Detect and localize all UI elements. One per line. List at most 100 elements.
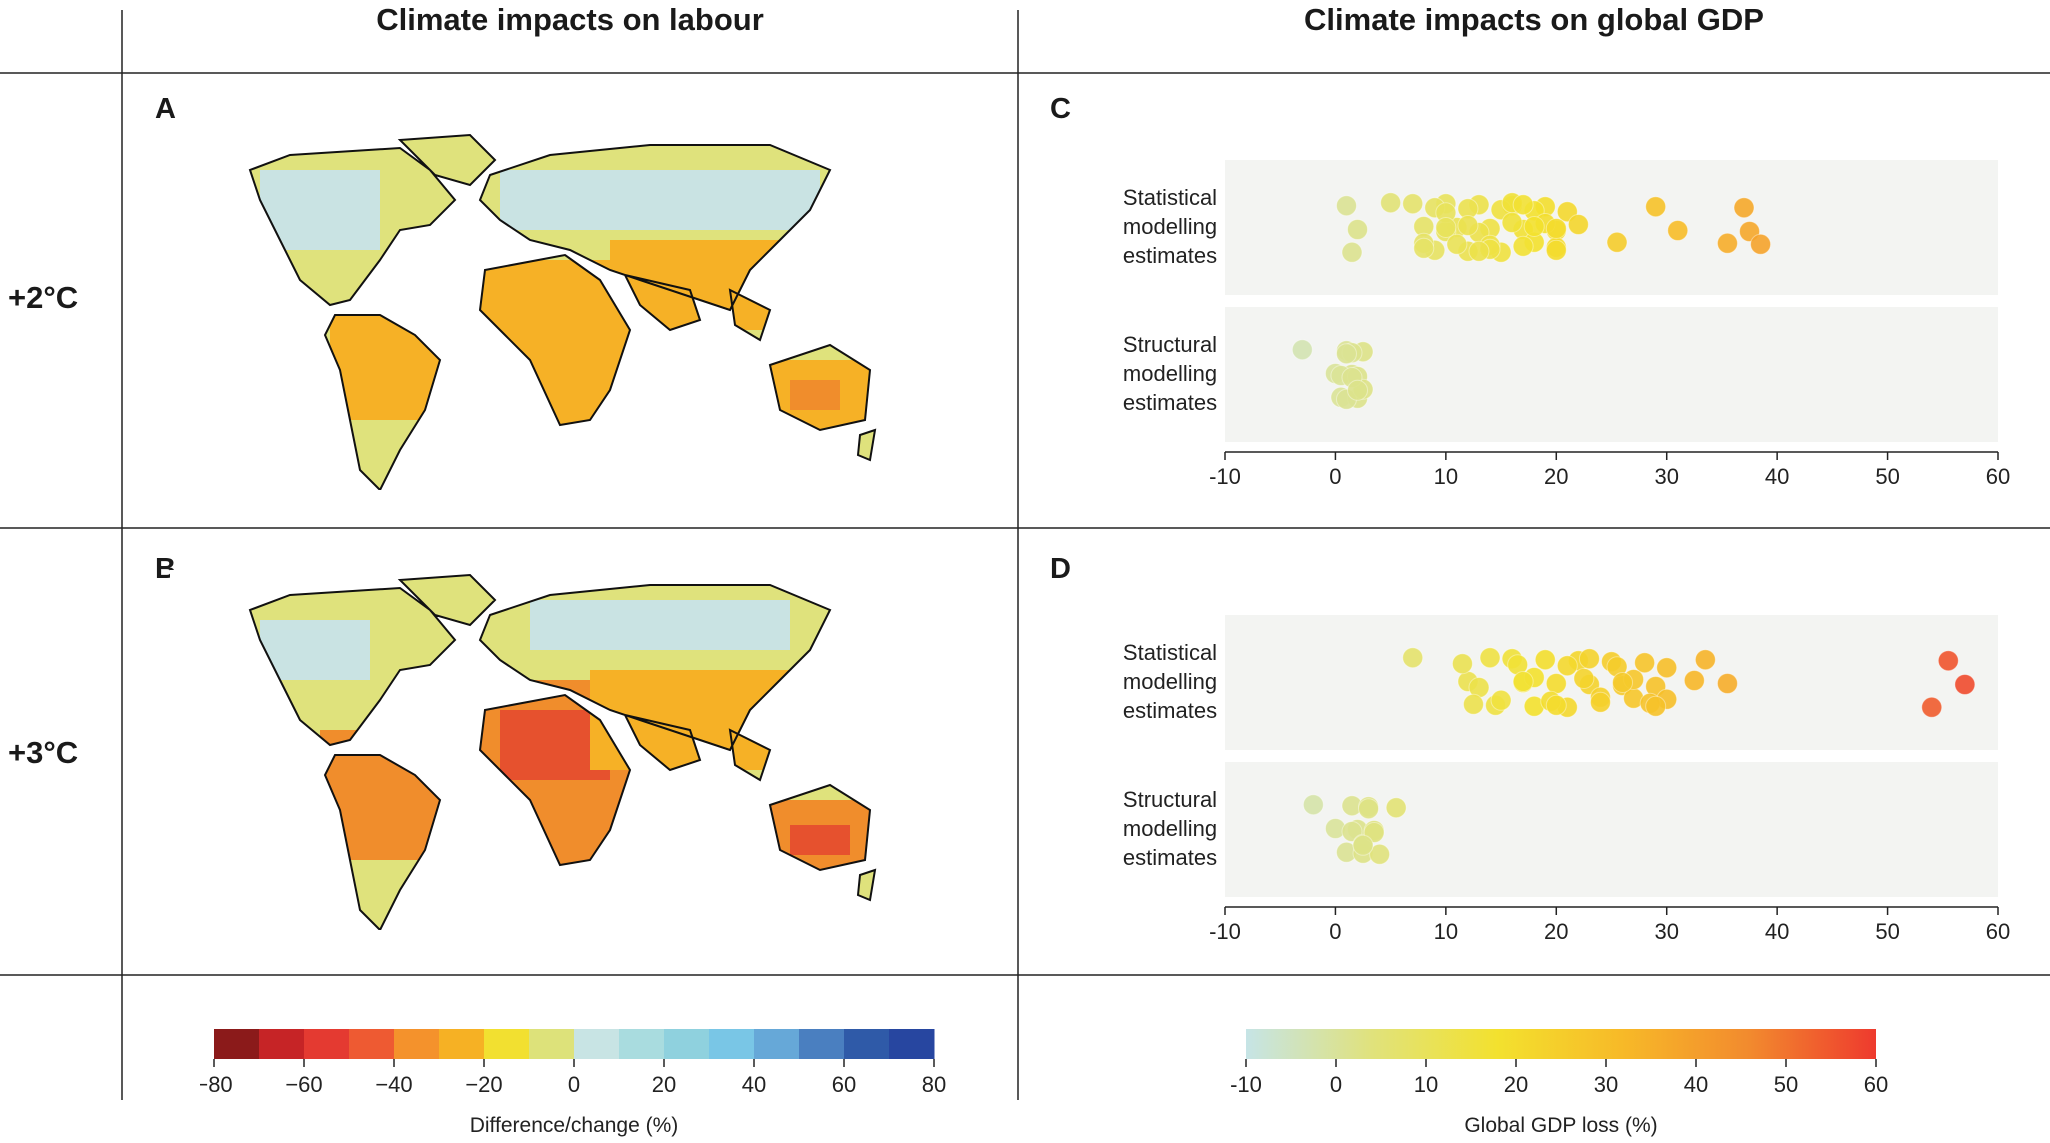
data-point bbox=[1545, 694, 1567, 716]
category-label: modelling bbox=[1123, 214, 1217, 239]
map-region bbox=[260, 170, 380, 250]
data-point bbox=[1937, 650, 1959, 672]
data-point bbox=[1683, 670, 1705, 691]
data-point bbox=[1606, 231, 1628, 253]
colorbar-tick-label: -10 bbox=[1230, 1072, 1262, 1097]
colorbar-segment bbox=[799, 1029, 845, 1059]
data-point bbox=[1545, 218, 1567, 239]
data-point bbox=[1413, 237, 1435, 259]
data-point bbox=[1380, 192, 1402, 214]
category-label: modelling bbox=[1123, 816, 1217, 841]
data-point bbox=[1612, 672, 1634, 693]
colorbar-segment bbox=[214, 1029, 260, 1059]
x-tick-label: 40 bbox=[1765, 919, 1789, 944]
colorbar-segment bbox=[349, 1029, 395, 1059]
data-point bbox=[1578, 648, 1600, 670]
data-point bbox=[1435, 217, 1457, 238]
x-tick-label: 50 bbox=[1875, 919, 1899, 944]
dot-plot-c: Statistical modelling estimates Structural m… bbox=[1123, 160, 2010, 489]
colorbar-gradient bbox=[1246, 1029, 1876, 1059]
colorbar-tick-label: 60 bbox=[832, 1072, 856, 1097]
data-point bbox=[1512, 194, 1534, 216]
category-label: modelling bbox=[1123, 669, 1217, 694]
colorbar-tick-label: 80 bbox=[922, 1072, 946, 1097]
colorbar-tick-label: 50 bbox=[1774, 1072, 1798, 1097]
colorbar-segment bbox=[844, 1029, 890, 1059]
category-label: estimates bbox=[1123, 845, 1217, 870]
colorbar-tick-label: 40 bbox=[1684, 1072, 1708, 1097]
data-point bbox=[1645, 196, 1667, 218]
colorbar-tick-label: 30 bbox=[1594, 1072, 1618, 1097]
data-point bbox=[1402, 647, 1424, 669]
data-point bbox=[1358, 798, 1380, 820]
data-point bbox=[1545, 239, 1567, 261]
colorbar-tick-label: −20 bbox=[465, 1072, 502, 1097]
data-point bbox=[1457, 215, 1479, 236]
colorbar-segment bbox=[484, 1029, 530, 1059]
colorbar-segment bbox=[259, 1029, 305, 1059]
x-tick-label: 0 bbox=[1329, 919, 1341, 944]
colorbar-tick-label: 40 bbox=[742, 1072, 766, 1097]
panel-label-d: D bbox=[1050, 553, 1071, 585]
colorbar-tick-label: 0 bbox=[568, 1072, 580, 1097]
data-point bbox=[1733, 197, 1755, 219]
colorbar-tick-label: 10 bbox=[1414, 1072, 1438, 1097]
colorbar-tick-label: −40 bbox=[375, 1072, 412, 1097]
data-point bbox=[1402, 193, 1424, 215]
colorbar-segment bbox=[664, 1029, 710, 1059]
data-point bbox=[1335, 195, 1357, 217]
data-point bbox=[1656, 657, 1678, 679]
dot-plot-d: Statistical modelling estimates Structural m… bbox=[1123, 615, 2010, 944]
panel-label-a: A bbox=[155, 93, 176, 125]
map-region bbox=[530, 600, 790, 650]
world-map-3c bbox=[170, 570, 950, 930]
x-tick-label: 10 bbox=[1434, 464, 1458, 489]
panel-label-c: C bbox=[1050, 93, 1071, 125]
x-tick-label: 60 bbox=[1986, 919, 2010, 944]
category-label: Structural bbox=[1123, 787, 1217, 812]
category-label: Structural bbox=[1123, 332, 1217, 357]
colorbar-segment bbox=[529, 1029, 575, 1059]
data-point bbox=[1523, 216, 1545, 237]
x-tick-label: 0 bbox=[1329, 464, 1341, 489]
gdp-colorbar: -10 0 10 20 30 40 50 60 Global GDP loss (%) bbox=[1230, 1029, 1888, 1137]
map-region bbox=[260, 620, 370, 680]
data-point bbox=[1369, 843, 1391, 865]
data-point bbox=[1335, 343, 1357, 365]
x-tick-label: 60 bbox=[1986, 464, 2010, 489]
x-tick-label: -10 bbox=[1209, 919, 1241, 944]
category-label: Statistical bbox=[1123, 185, 1217, 210]
data-point bbox=[1291, 339, 1313, 361]
data-point bbox=[1556, 655, 1578, 677]
category-label: Statistical bbox=[1123, 640, 1217, 665]
colorbar-tick-label: 20 bbox=[652, 1072, 676, 1097]
x-tick-label: -10 bbox=[1209, 464, 1241, 489]
data-point bbox=[1302, 794, 1324, 816]
data-point bbox=[1667, 220, 1689, 241]
data-point bbox=[1694, 649, 1716, 671]
data-point bbox=[1573, 668, 1595, 689]
colorbar-tick-label: −60 bbox=[285, 1072, 322, 1097]
data-point bbox=[1921, 696, 1943, 718]
x-tick-label: 20 bbox=[1544, 464, 1568, 489]
colorbar-segment bbox=[619, 1029, 665, 1059]
world-map-2c bbox=[170, 130, 950, 490]
colorbar-tick-label: −80 bbox=[200, 1072, 233, 1097]
category-band bbox=[1225, 160, 1998, 295]
colorbar-title: Global GDP loss (%) bbox=[1464, 1114, 1657, 1137]
data-point bbox=[1567, 214, 1589, 235]
map-region bbox=[500, 170, 820, 230]
data-point bbox=[1347, 219, 1369, 240]
x-tick-label: 50 bbox=[1875, 464, 1899, 489]
data-point bbox=[1589, 691, 1611, 713]
x-tick-label: 30 bbox=[1654, 464, 1678, 489]
colorbar-tick-label: 0 bbox=[1330, 1072, 1342, 1097]
data-point bbox=[1512, 235, 1534, 257]
colorbar-segment bbox=[439, 1029, 485, 1059]
map-region bbox=[790, 380, 840, 410]
data-point bbox=[1716, 232, 1738, 254]
colorbar-segment bbox=[754, 1029, 800, 1059]
colorbar-segment bbox=[304, 1029, 350, 1059]
colorbar-segment bbox=[889, 1029, 935, 1059]
